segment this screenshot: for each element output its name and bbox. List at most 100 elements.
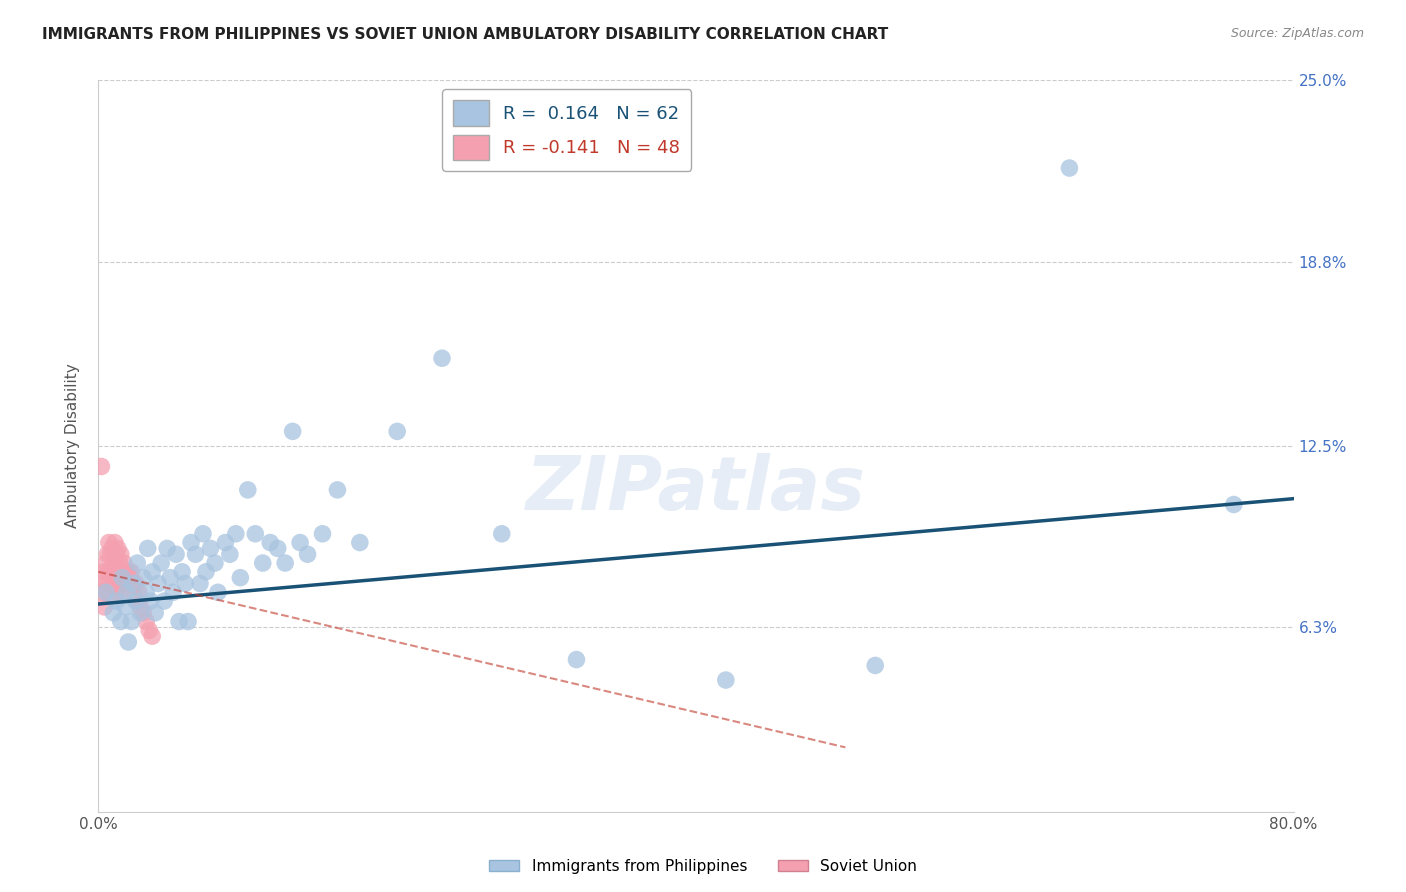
Point [148, 576, 170, 591]
Point [110, 615, 132, 629]
Point [90, 571, 112, 585]
Point [177, 615, 200, 629]
Point [111, 576, 134, 591]
Point [105, 585, 128, 599]
Point [204, 556, 226, 570]
Point [94, 585, 117, 599]
Point [188, 576, 211, 591]
Point [96, 547, 118, 561]
Point [156, 541, 179, 556]
Point [136, 541, 159, 556]
Text: IMMIGRANTS FROM PHILIPPINES VS SOVIET UNION AMBULATORY DISABILITY CORRELATION CH: IMMIGRANTS FROM PHILIPPINES VS SOVIET UN… [42, 27, 889, 42]
Text: ZIPatlas: ZIPatlas [526, 453, 866, 526]
Point [132, 606, 155, 620]
Point [111, 571, 134, 585]
Point [236, 483, 259, 497]
Point [90, 459, 112, 474]
Point [245, 526, 267, 541]
Point [110, 547, 132, 561]
Point [128, 585, 150, 599]
Point [174, 576, 197, 591]
Point [117, 576, 139, 591]
Point [132, 571, 155, 585]
Point [114, 576, 136, 591]
Point [93, 565, 115, 579]
Point [138, 624, 160, 638]
Point [150, 556, 173, 570]
Point [129, 599, 152, 614]
Point [288, 535, 311, 549]
Point [97, 565, 120, 579]
Point [105, 547, 128, 561]
Point [162, 585, 184, 599]
Point [98, 547, 122, 561]
Point [103, 576, 125, 591]
Point [200, 541, 222, 556]
Point [125, 594, 148, 608]
Point [143, 606, 166, 620]
Point [165, 547, 187, 561]
Point [430, 351, 453, 366]
Point [274, 556, 297, 570]
Point [139, 594, 162, 608]
Point [1223, 498, 1246, 512]
Point [118, 571, 141, 585]
Point [91, 585, 114, 599]
Point [108, 576, 131, 591]
Point [259, 535, 281, 549]
Point [124, 585, 146, 599]
Point [225, 526, 247, 541]
Point [297, 547, 319, 561]
Point [125, 576, 148, 591]
Point [135, 615, 157, 629]
Point [114, 565, 136, 579]
Point [112, 556, 135, 570]
Point [167, 615, 190, 629]
Point [101, 541, 124, 556]
Point [94, 556, 117, 570]
Point [311, 526, 333, 541]
Point [267, 541, 290, 556]
Point [565, 652, 588, 666]
Point [101, 565, 124, 579]
Point [349, 535, 371, 549]
Point [98, 585, 122, 599]
Point [1059, 161, 1081, 175]
Point [385, 425, 409, 439]
Point [107, 541, 129, 556]
Y-axis label: Ambulatory Disability: Ambulatory Disability [65, 364, 80, 528]
Text: Source: ZipAtlas.com: Source: ZipAtlas.com [1230, 27, 1364, 40]
Point [104, 535, 127, 549]
Point [141, 565, 163, 579]
Point [252, 556, 274, 570]
Point [127, 594, 149, 608]
Point [214, 535, 236, 549]
Point [115, 585, 138, 599]
Point [121, 576, 143, 591]
Point [105, 594, 128, 608]
Point [184, 547, 207, 561]
Point [229, 571, 252, 585]
Point [112, 571, 135, 585]
Point [93, 599, 115, 614]
Point [159, 571, 181, 585]
Point [97, 535, 120, 549]
Legend: R =  0.164   N = 62, R = -0.141   N = 48: R = 0.164 N = 62, R = -0.141 N = 48 [441, 89, 692, 171]
Point [107, 565, 129, 579]
Legend: Immigrants from Philippines, Soviet Union: Immigrants from Philippines, Soviet Unio… [482, 853, 924, 880]
Point [207, 585, 229, 599]
Point [219, 547, 242, 561]
Point [141, 629, 163, 643]
Point [135, 585, 157, 599]
Point [281, 425, 304, 439]
Point [114, 599, 136, 614]
Point [103, 606, 125, 620]
Point [180, 535, 202, 549]
Point [127, 556, 149, 570]
Point [326, 483, 349, 497]
Point [111, 565, 134, 579]
Point [120, 615, 142, 629]
Point [103, 556, 125, 570]
Point [172, 565, 194, 579]
Point [94, 585, 117, 599]
